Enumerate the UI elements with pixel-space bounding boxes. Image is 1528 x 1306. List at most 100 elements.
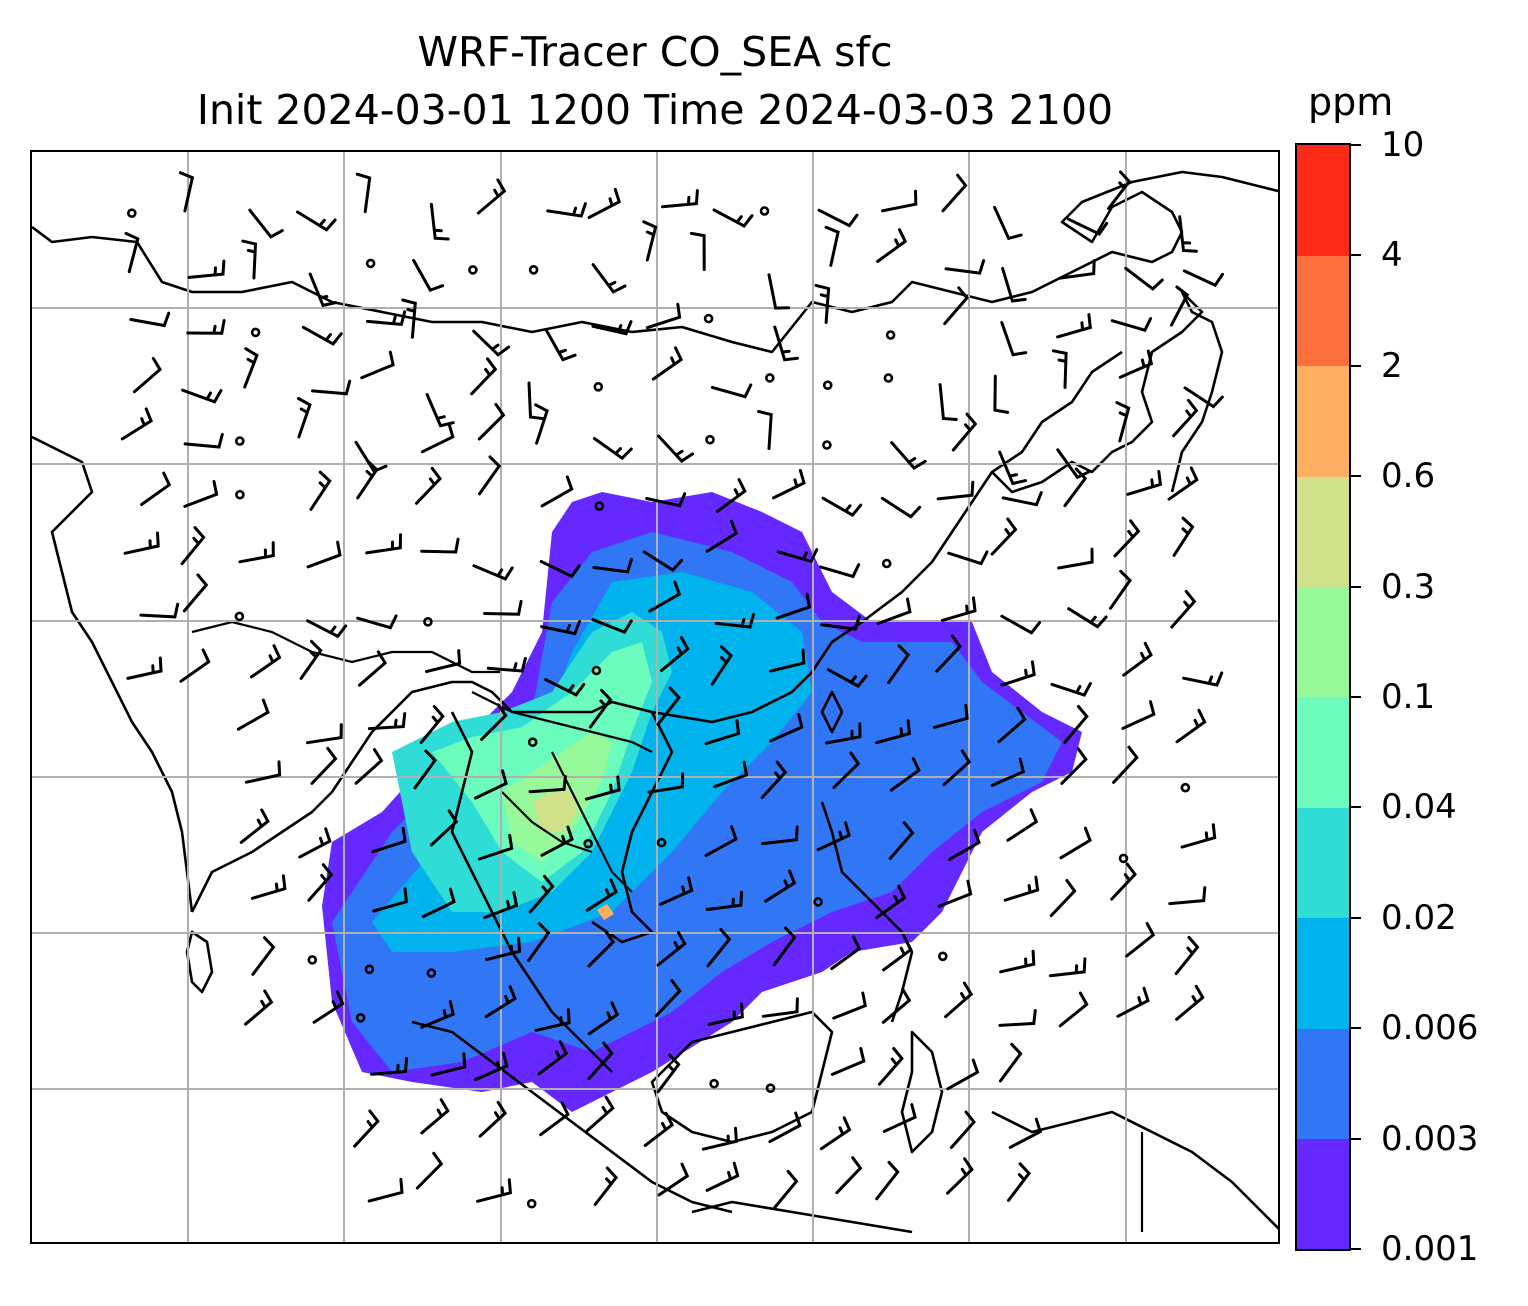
wind-barb bbox=[1107, 170, 1132, 210]
wind-barb bbox=[944, 981, 974, 1019]
calm-wind-marker bbox=[1118, 853, 1129, 864]
wind-barb bbox=[1058, 991, 1089, 1028]
wind-barb bbox=[1170, 589, 1197, 629]
calm-wind-marker bbox=[656, 837, 667, 848]
wind-barb bbox=[1182, 269, 1224, 288]
colorbar-segment bbox=[1297, 586, 1349, 698]
wind-barb bbox=[993, 205, 1023, 241]
wind-barb bbox=[942, 749, 972, 787]
wind-barb bbox=[248, 208, 284, 239]
coastline-java bbox=[691, 1200, 913, 1234]
wind-barb bbox=[1172, 516, 1195, 557]
wind-barb bbox=[772, 926, 797, 967]
wind-barb bbox=[944, 259, 986, 275]
colorbar-tick-label: 0.04 bbox=[1381, 787, 1457, 828]
calm-wind-marker bbox=[593, 382, 604, 392]
wind-barb bbox=[360, 350, 395, 380]
wind-barb bbox=[997, 706, 1027, 744]
wind-barb bbox=[768, 1111, 802, 1144]
wind-barb bbox=[887, 644, 911, 685]
wind-barb bbox=[656, 930, 687, 967]
wind-barb bbox=[367, 712, 407, 731]
wind-barb bbox=[476, 1178, 513, 1203]
calm-wind-marker bbox=[591, 665, 602, 676]
wind-barb bbox=[140, 471, 172, 506]
wind-barb bbox=[818, 563, 861, 579]
wind-barb bbox=[476, 178, 507, 215]
wind-barb bbox=[472, 329, 511, 357]
wind-barb bbox=[761, 997, 799, 1018]
wind-barb bbox=[478, 1100, 508, 1138]
calm-wind-marker bbox=[355, 1012, 366, 1023]
wind-barb bbox=[881, 189, 918, 213]
wind-barb bbox=[180, 526, 206, 566]
wind-barb bbox=[401, 298, 417, 339]
wind-barb bbox=[832, 751, 861, 789]
colorbar-segment bbox=[1297, 697, 1349, 808]
wind-barb bbox=[1125, 922, 1156, 958]
coastline-sumatra bbox=[411, 1020, 733, 1214]
wind-barb bbox=[528, 775, 567, 794]
colorbar-tick bbox=[1351, 475, 1361, 478]
calm-wind-marker bbox=[250, 327, 261, 338]
wind-barb bbox=[1110, 862, 1137, 901]
calm-wind-marker bbox=[709, 1078, 719, 1089]
wind-barb bbox=[592, 557, 633, 574]
wind-barb bbox=[656, 1053, 681, 1094]
wind-barb bbox=[706, 928, 732, 968]
colorbar-tick-label: 0.02 bbox=[1381, 897, 1457, 938]
wind-barb bbox=[1063, 705, 1089, 744]
calm-wind-marker bbox=[526, 1198, 537, 1209]
wind-barb bbox=[1001, 491, 1043, 507]
wind-barb bbox=[645, 302, 682, 330]
wind-barb bbox=[1126, 470, 1163, 496]
wind-barb bbox=[819, 1116, 852, 1151]
wind-barb bbox=[817, 208, 859, 228]
wind-barb bbox=[878, 1047, 904, 1086]
wind-barb bbox=[486, 656, 527, 673]
wind-barb bbox=[244, 989, 274, 1026]
calm-wind-marker bbox=[423, 616, 433, 627]
wind-barb bbox=[527, 381, 545, 421]
wind-barb bbox=[527, 922, 551, 962]
colorbar-tick bbox=[1351, 1137, 1361, 1140]
wind-barb bbox=[307, 863, 334, 902]
map-title: WRF-Tracer CO_SEA sfc bbox=[417, 28, 893, 76]
wind-barb bbox=[1059, 826, 1092, 860]
wind-barb bbox=[1172, 398, 1199, 438]
calm-wind-marker bbox=[759, 206, 770, 216]
wind-barb bbox=[366, 310, 407, 327]
wind-barb bbox=[1122, 641, 1153, 677]
colorbar-tick-label: 0.001 bbox=[1381, 1229, 1479, 1269]
wind-barb bbox=[588, 688, 613, 729]
wind-barb bbox=[187, 259, 226, 279]
calm-wind-marker bbox=[235, 489, 245, 500]
calm-wind-marker bbox=[937, 951, 948, 962]
calm-wind-marker bbox=[813, 897, 823, 907]
wind-barb bbox=[881, 987, 912, 1024]
wind-barb bbox=[420, 537, 460, 554]
wind-barb bbox=[947, 550, 989, 566]
coastline-taiwan bbox=[820, 690, 844, 734]
wind-barb bbox=[354, 748, 384, 785]
wind-barb bbox=[474, 769, 508, 800]
coastline-india-east bbox=[190, 680, 653, 913]
colorbar-tick-label: 0.3 bbox=[1381, 566, 1436, 607]
calm-wind-marker bbox=[528, 265, 539, 275]
wind-barb bbox=[767, 273, 791, 310]
wind-barb bbox=[534, 403, 549, 445]
wind-barb bbox=[710, 383, 753, 399]
wind-barb bbox=[713, 760, 749, 789]
wind-barb bbox=[1007, 1162, 1031, 1202]
wind-barb bbox=[415, 466, 442, 505]
wind-barb bbox=[1113, 519, 1141, 558]
country-borders-layer bbox=[191, 620, 1144, 1232]
wind-barb bbox=[483, 599, 523, 616]
wind-barb bbox=[773, 325, 799, 362]
calm-wind-marker bbox=[764, 373, 775, 383]
wind-barb bbox=[544, 328, 577, 362]
wind-barb bbox=[830, 935, 862, 971]
calm-wind-marker bbox=[527, 737, 538, 748]
wind-barb bbox=[367, 1177, 404, 1203]
wind-barb bbox=[757, 410, 773, 450]
